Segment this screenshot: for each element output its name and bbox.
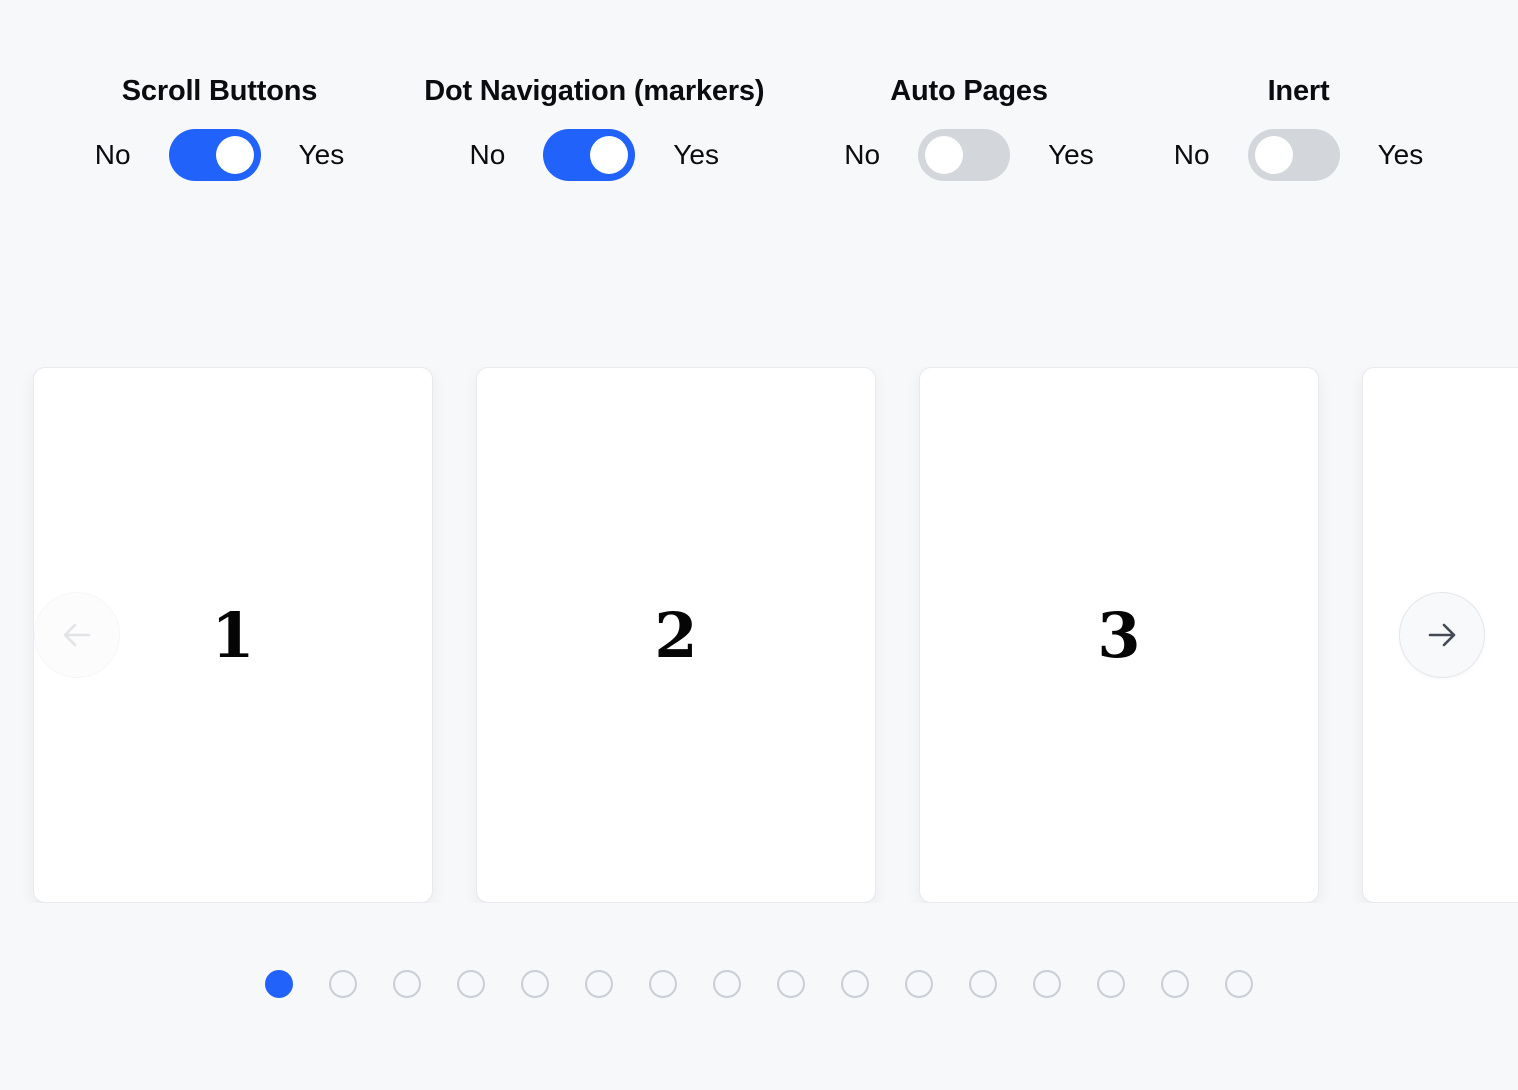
dot-marker-14[interactable] [1097,970,1125,998]
toggle-knob [925,136,964,174]
control-dot-navigation: Dot Navigation (markers) No Yes [424,74,764,181]
slide-3: 3 [919,367,1319,903]
inert-toggle[interactable] [1247,129,1340,181]
control-title: Dot Navigation (markers) [424,75,765,107]
auto-pages-toggle[interactable] [918,129,1011,181]
dot-marker-13[interactable] [1033,970,1061,998]
dot-marker-12[interactable] [969,970,997,998]
dot-marker-7[interactable] [649,970,677,998]
dot-marker-4[interactable] [457,970,485,998]
toggle-on-label: Yes [673,139,719,170]
slide-number: 1 [211,598,255,672]
carousel-track[interactable]: 1 2 3 4 [0,367,1518,903]
dot-marker-3[interactable] [393,970,421,998]
carousel-demo-page: Scroll Buttons No Yes Dot Navigation (ma… [0,0,1518,998]
dot-marker-11[interactable] [905,970,933,998]
dot-marker-6[interactable] [585,970,613,998]
next-slide-button[interactable] [1399,592,1485,678]
dot-navigation-toggle[interactable] [543,129,636,181]
control-title: Scroll Buttons [121,75,318,107]
toggle-on-label: Yes [1377,139,1424,170]
dot-marker-16[interactable] [1225,970,1253,998]
toggle-knob [590,136,629,174]
dot-navigation [0,970,1518,998]
arrow-right-icon [1423,616,1461,654]
carousel: 1 2 3 4 [0,367,1518,903]
dot-marker-2[interactable] [329,970,357,998]
control-scroll-buttons: Scroll Buttons No Yes [95,74,344,181]
toggle-off-label: No [469,139,506,170]
dot-marker-5[interactable] [521,970,549,998]
toggle-knob [215,136,254,174]
arrow-left-icon [58,616,96,654]
scroll-buttons-toggle[interactable] [168,129,261,181]
toggle-off-label: No [844,139,881,170]
toggle-off-label: No [94,139,131,170]
dot-marker-9[interactable] [777,970,805,998]
control-title: Inert [1267,75,1330,107]
dot-marker-8[interactable] [713,970,741,998]
slide-2: 2 [476,367,876,903]
dot-marker-10[interactable] [841,970,869,998]
control-title: Auto Pages [890,75,1048,107]
previous-slide-button[interactable] [34,592,120,678]
slide-number: 3 [1097,598,1141,672]
slide-number: 2 [654,598,698,672]
dot-marker-15[interactable] [1161,970,1189,998]
toggle-knob [1254,136,1293,174]
toggle-on-label: Yes [1048,139,1094,170]
toggle-on-label: Yes [298,139,345,170]
control-inert: Inert No Yes [1174,74,1423,181]
carousel-settings: Scroll Buttons No Yes Dot Navigation (ma… [0,0,1518,181]
control-auto-pages: Auto Pages No Yes [844,74,1094,181]
toggle-off-label: No [1173,139,1210,170]
dot-marker-1[interactable] [265,970,293,998]
